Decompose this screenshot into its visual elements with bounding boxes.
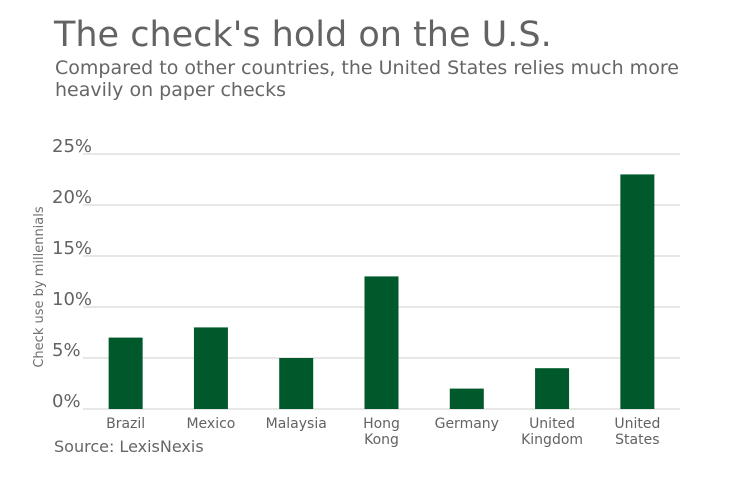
y-tick-label: 20%: [52, 187, 92, 208]
y-tick-label: 10%: [52, 289, 92, 310]
x-tick-labels: Brazil Mexico Malaysia Hong Kong Germany Unite…: [106, 416, 660, 448]
y-tick-label: 5%: [52, 340, 81, 361]
y-tick-label: 25%: [52, 136, 92, 157]
y-tick-label: 0%: [52, 391, 81, 412]
y-tick-labels: 0% 5% 10% 15% 20% 25%: [52, 136, 92, 412]
bar: [449, 388, 484, 409]
y-tick-label: 15%: [52, 238, 92, 259]
bar: [535, 368, 570, 409]
x-tick-label: United States: [614, 416, 660, 448]
chart-title: The check's hold on the U.S.: [54, 15, 552, 55]
x-tick-label: Germany: [435, 416, 499, 432]
x-tick-label: Malaysia: [266, 416, 327, 432]
bar: [279, 358, 314, 409]
bar: [108, 337, 143, 409]
bars: [108, 174, 655, 409]
bar: [364, 276, 399, 409]
bar: [620, 174, 655, 409]
x-tick-label: Mexico: [186, 416, 235, 432]
bar: [193, 327, 228, 409]
x-tick-label: Brazil: [106, 416, 145, 432]
x-tick-label: Hong Kong: [363, 416, 400, 448]
x-tick-label: United Kingdom: [521, 416, 583, 448]
y-axis-label: Check use by millennials: [32, 206, 47, 368]
chart-subtitle: Compared to other countries, the United …: [55, 57, 679, 101]
source-note: Source: LexisNexis: [54, 437, 204, 456]
